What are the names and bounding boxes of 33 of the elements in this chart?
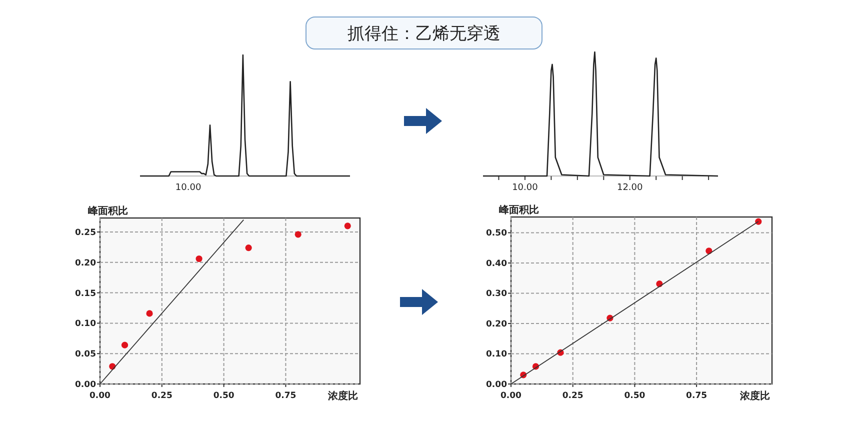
x-tick-label: 0.00 (500, 391, 522, 401)
point (344, 222, 351, 230)
y-tick-label: 0.10 (75, 319, 96, 330)
x-tick-label: 0.75 (275, 391, 296, 401)
y-tick-label: 0.15 (75, 288, 96, 299)
x-tick-label: 0.00 (90, 391, 111, 401)
y-tick-label: 0.00 (486, 380, 508, 390)
y-axis-title: 峰面积比 (499, 204, 539, 216)
x-axis-title: 浓度比 (327, 390, 358, 402)
y-tick-label: 0.10 (486, 350, 508, 360)
y-axis-title: 峰面积比 (88, 205, 128, 217)
y-tick-label: 0.50 (486, 228, 508, 239)
text: 抓得住：乙烯无穿透 (348, 24, 500, 44)
point (245, 244, 252, 252)
y-tick-label: 0.20 (486, 319, 508, 330)
x-tick-label: 0.50 (624, 391, 646, 401)
x-tick-label: 0.25 (151, 391, 172, 401)
y-tick-label: 0.20 (75, 258, 96, 268)
point (121, 342, 128, 348)
point (146, 310, 153, 317)
point (196, 255, 202, 262)
y-tick-label: 0.05 (75, 350, 96, 360)
point (294, 231, 302, 238)
x-axis-title: 浓度比 (739, 390, 770, 402)
point (755, 218, 762, 225)
x-tick-label: 0.75 (686, 391, 708, 401)
y-tick-label: 0.25 (75, 228, 96, 238)
x-tick-label: 0.50 (213, 391, 234, 401)
x-tick-label: 12.00 (616, 183, 644, 193)
y-tick-label: 0.30 (486, 289, 508, 300)
x-tick-label: 0.25 (562, 391, 584, 401)
y-tick-label: 0.00 (75, 380, 96, 390)
y-tick-label: 0.40 (486, 258, 508, 269)
